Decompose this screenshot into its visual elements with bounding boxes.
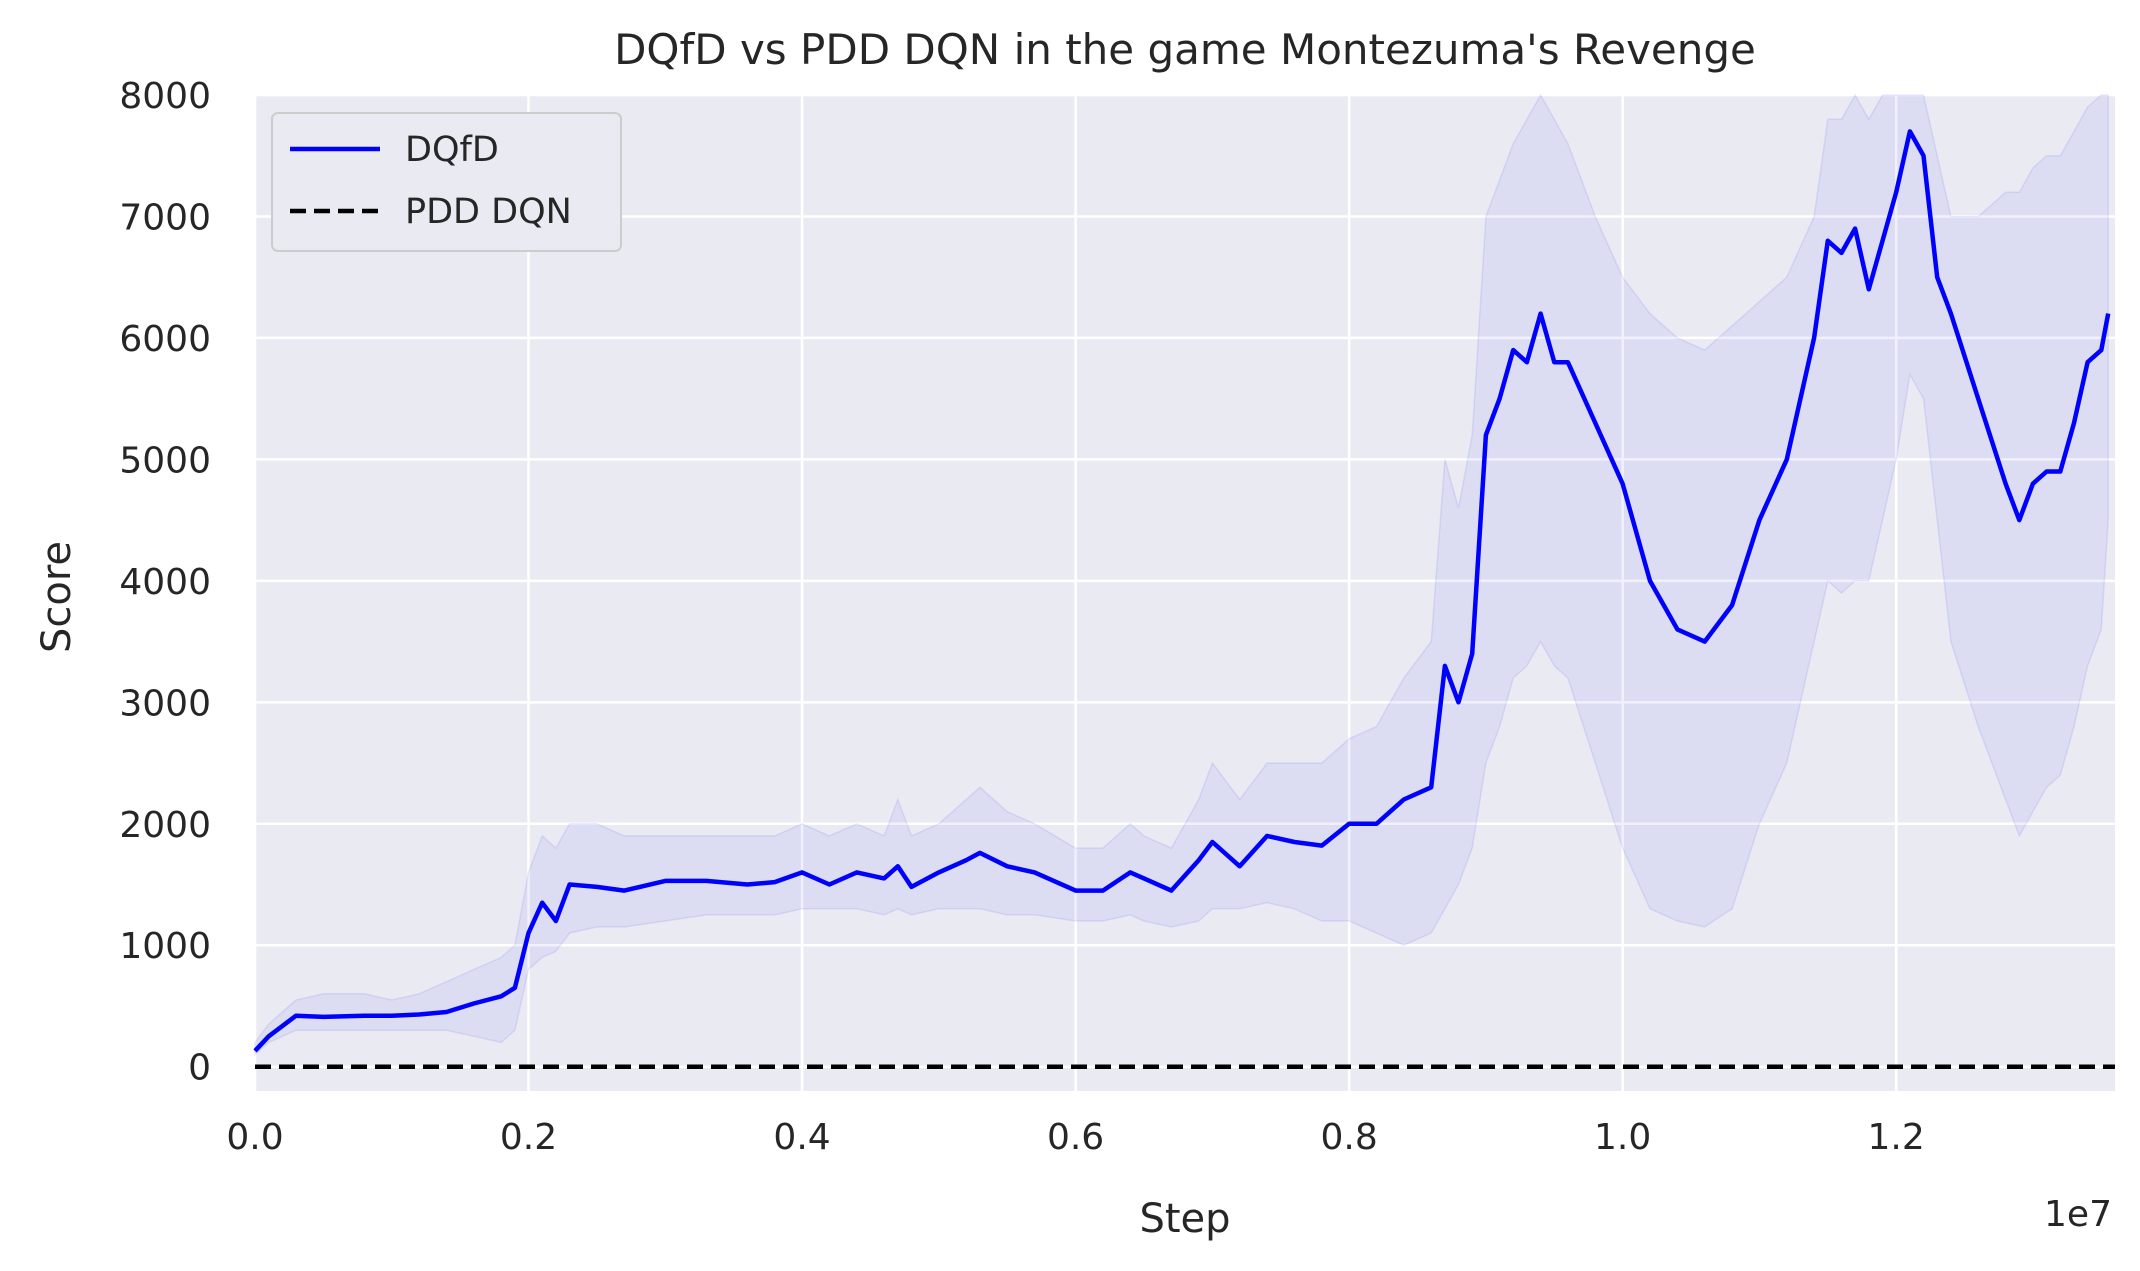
y-tick-label: 2000 [119,805,211,846]
x-tick-labels: 0.0 0.2 0.4 0.6 0.8 1.0 1.2 [226,1117,1924,1158]
x-tick-label: 0.6 [1047,1117,1104,1158]
x-tick-label: 0.4 [773,1117,830,1158]
x-tick-label: 0.0 [226,1117,283,1158]
x-tick-label: 1.0 [1594,1117,1651,1158]
y-tick-label: 1000 [119,926,211,967]
x-offset-label: 1e7 [2044,1194,2112,1235]
x-axis-label: Step [1139,1196,1230,1242]
y-tick-label: 6000 [119,319,211,360]
x-tick-label: 0.2 [500,1117,557,1158]
grid [253,93,2115,1091]
y-tick-label: 3000 [119,683,211,724]
chart-title: DQfD vs PDD DQN in the game Montezuma's … [614,25,1756,74]
y-tick-label: 7000 [119,197,211,238]
y-axis-label: Score [34,541,80,653]
y-tick-label: 0 [188,1048,211,1089]
dqfd-line [253,129,2111,1053]
dqfd-confidence-band [254,93,2109,1057]
y-tick-label: 5000 [119,440,211,481]
y-tick-label: 8000 [119,76,211,117]
legend-label-dqfd: DQfD [405,130,499,170]
legend-label-pdd-dqn: PDD DQN [405,192,572,232]
series-layer [253,93,2115,1069]
x-tick-label: 0.8 [1320,1117,1377,1158]
legend: DQfD PDD DQN [271,112,622,252]
y-tick-label: 4000 [119,562,211,603]
plot-background [255,95,2115,1091]
y-tick-labels: 0 1000 2000 3000 4000 5000 6000 7000 8000 [119,76,211,1089]
x-tick-label: 1.2 [1868,1117,1925,1158]
